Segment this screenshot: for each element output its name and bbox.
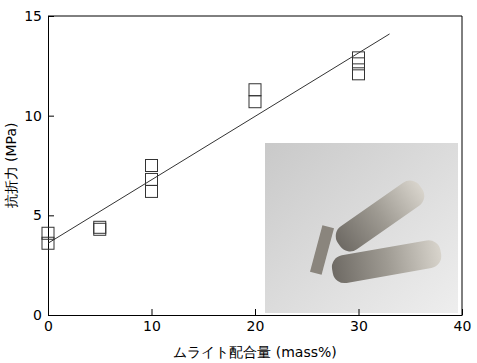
data-point [146, 160, 158, 172]
tick-label: 40 [454, 318, 472, 334]
tick-mark [152, 309, 153, 315]
tick: 10 [24, 108, 54, 124]
tick: 20 [247, 309, 265, 334]
x-axis: 0 10 20 30 40 [44, 309, 471, 334]
photo-cylinder [330, 238, 443, 285]
y-axis: 0 5 10 15 [24, 8, 54, 323]
inset-photo [265, 143, 458, 313]
axis-line [48, 17, 49, 316]
tick-mark [48, 116, 54, 117]
fit-line [48, 34, 390, 243]
tick-label: 20 [247, 318, 265, 334]
tick-label: 0 [44, 318, 53, 334]
tick: 30 [350, 309, 368, 334]
tick-label: 0 [33, 307, 42, 323]
frame [48, 16, 462, 17]
data-point [249, 84, 261, 96]
frame [462, 16, 463, 315]
data-point [42, 227, 54, 239]
tick: 10 [143, 309, 161, 334]
tick-label: 10 [24, 108, 42, 124]
tick-label: 5 [33, 207, 42, 223]
x-axis-title: ムライト配合量 (mass%) [173, 344, 336, 360]
photo-fragment [310, 225, 334, 274]
plot: 0 10 20 30 40 0 5 10 15 [24, 8, 471, 334]
tick-label: 30 [350, 318, 368, 334]
tick-label: 15 [24, 8, 42, 24]
marks [42, 34, 390, 249]
tick-mark [48, 315, 54, 316]
tick-mark [48, 215, 54, 216]
tick: 5 [33, 207, 54, 223]
axis-line [49, 315, 463, 316]
data-point [94, 221, 106, 233]
data-point [146, 185, 158, 197]
tick-mark [359, 309, 360, 315]
tick: 0 [33, 307, 54, 323]
photo-background [265, 143, 458, 313]
chart: 0 10 20 30 40 0 5 10 15 ムライト配合量 (mass%) 抗折力 (MPa) [0, 0, 477, 363]
data-point [249, 96, 261, 108]
tick-mark [255, 309, 256, 315]
data-point [353, 52, 365, 64]
y-axis-title: 抗折力 (MPa) [3, 123, 19, 209]
tick-label: 10 [143, 318, 161, 334]
